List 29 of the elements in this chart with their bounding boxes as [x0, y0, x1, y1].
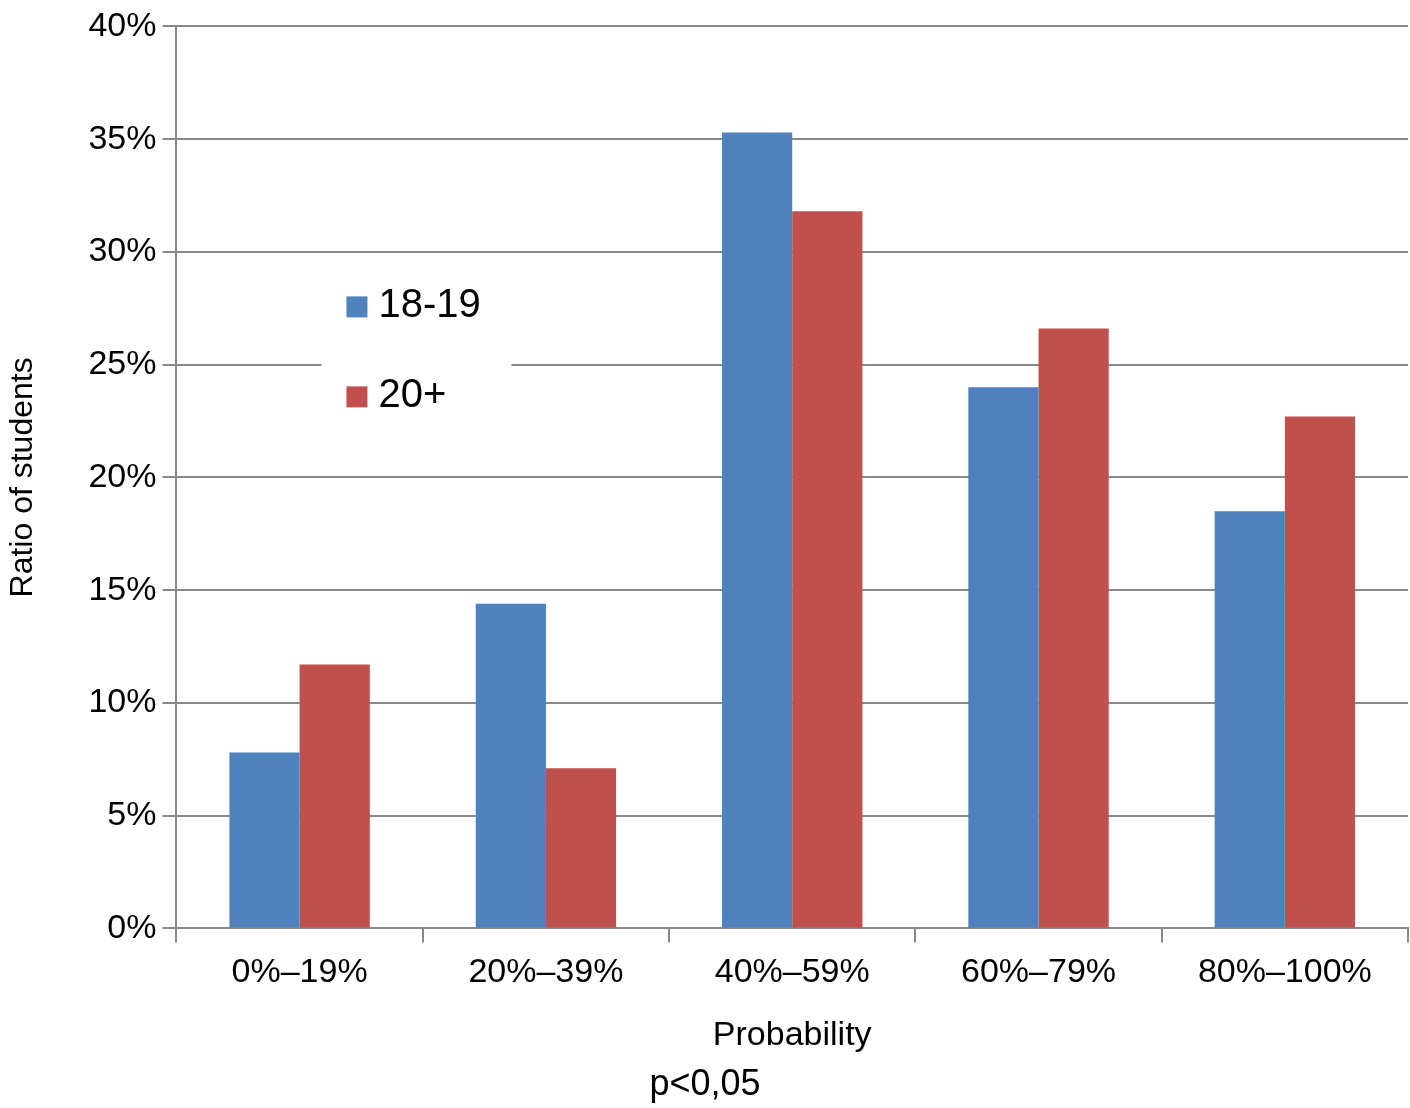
bar [1284, 416, 1356, 928]
bar [229, 752, 300, 928]
y-tick-label: 5% [107, 794, 157, 833]
x-tick-label: 20%–39% [468, 951, 624, 990]
x-tick-label: 40%–59% [714, 951, 870, 990]
y-tick-label: 25% [88, 343, 157, 382]
x-tick-label: 60%–79% [961, 951, 1117, 990]
y-tick-label: 30% [88, 230, 157, 269]
bar [545, 768, 617, 928]
bar [968, 387, 1039, 928]
x-tick-label: 0%–19% [231, 951, 368, 990]
bar [1214, 511, 1285, 928]
y-axis-title: Ratio of students [3, 357, 40, 598]
legend-label: 18-19 [378, 281, 481, 326]
y-tick-label: 40% [88, 4, 157, 43]
bar [299, 664, 370, 928]
y-tick-label: 20% [88, 455, 157, 494]
x-axis-title: Probability [712, 1013, 872, 1052]
y-tick-label: 35% [88, 117, 157, 156]
x-tick-label: 80%–100% [1197, 951, 1372, 990]
legend-label: 20+ [378, 371, 447, 416]
y-tick-label: 0% [107, 906, 157, 945]
bar [722, 132, 793, 928]
text: p<0,05 [648, 1062, 762, 1104]
y-tick-label: 15% [88, 568, 157, 607]
bar [792, 211, 863, 928]
bar [1038, 328, 1109, 928]
bar [475, 603, 546, 928]
y-tick-label: 10% [88, 681, 157, 720]
